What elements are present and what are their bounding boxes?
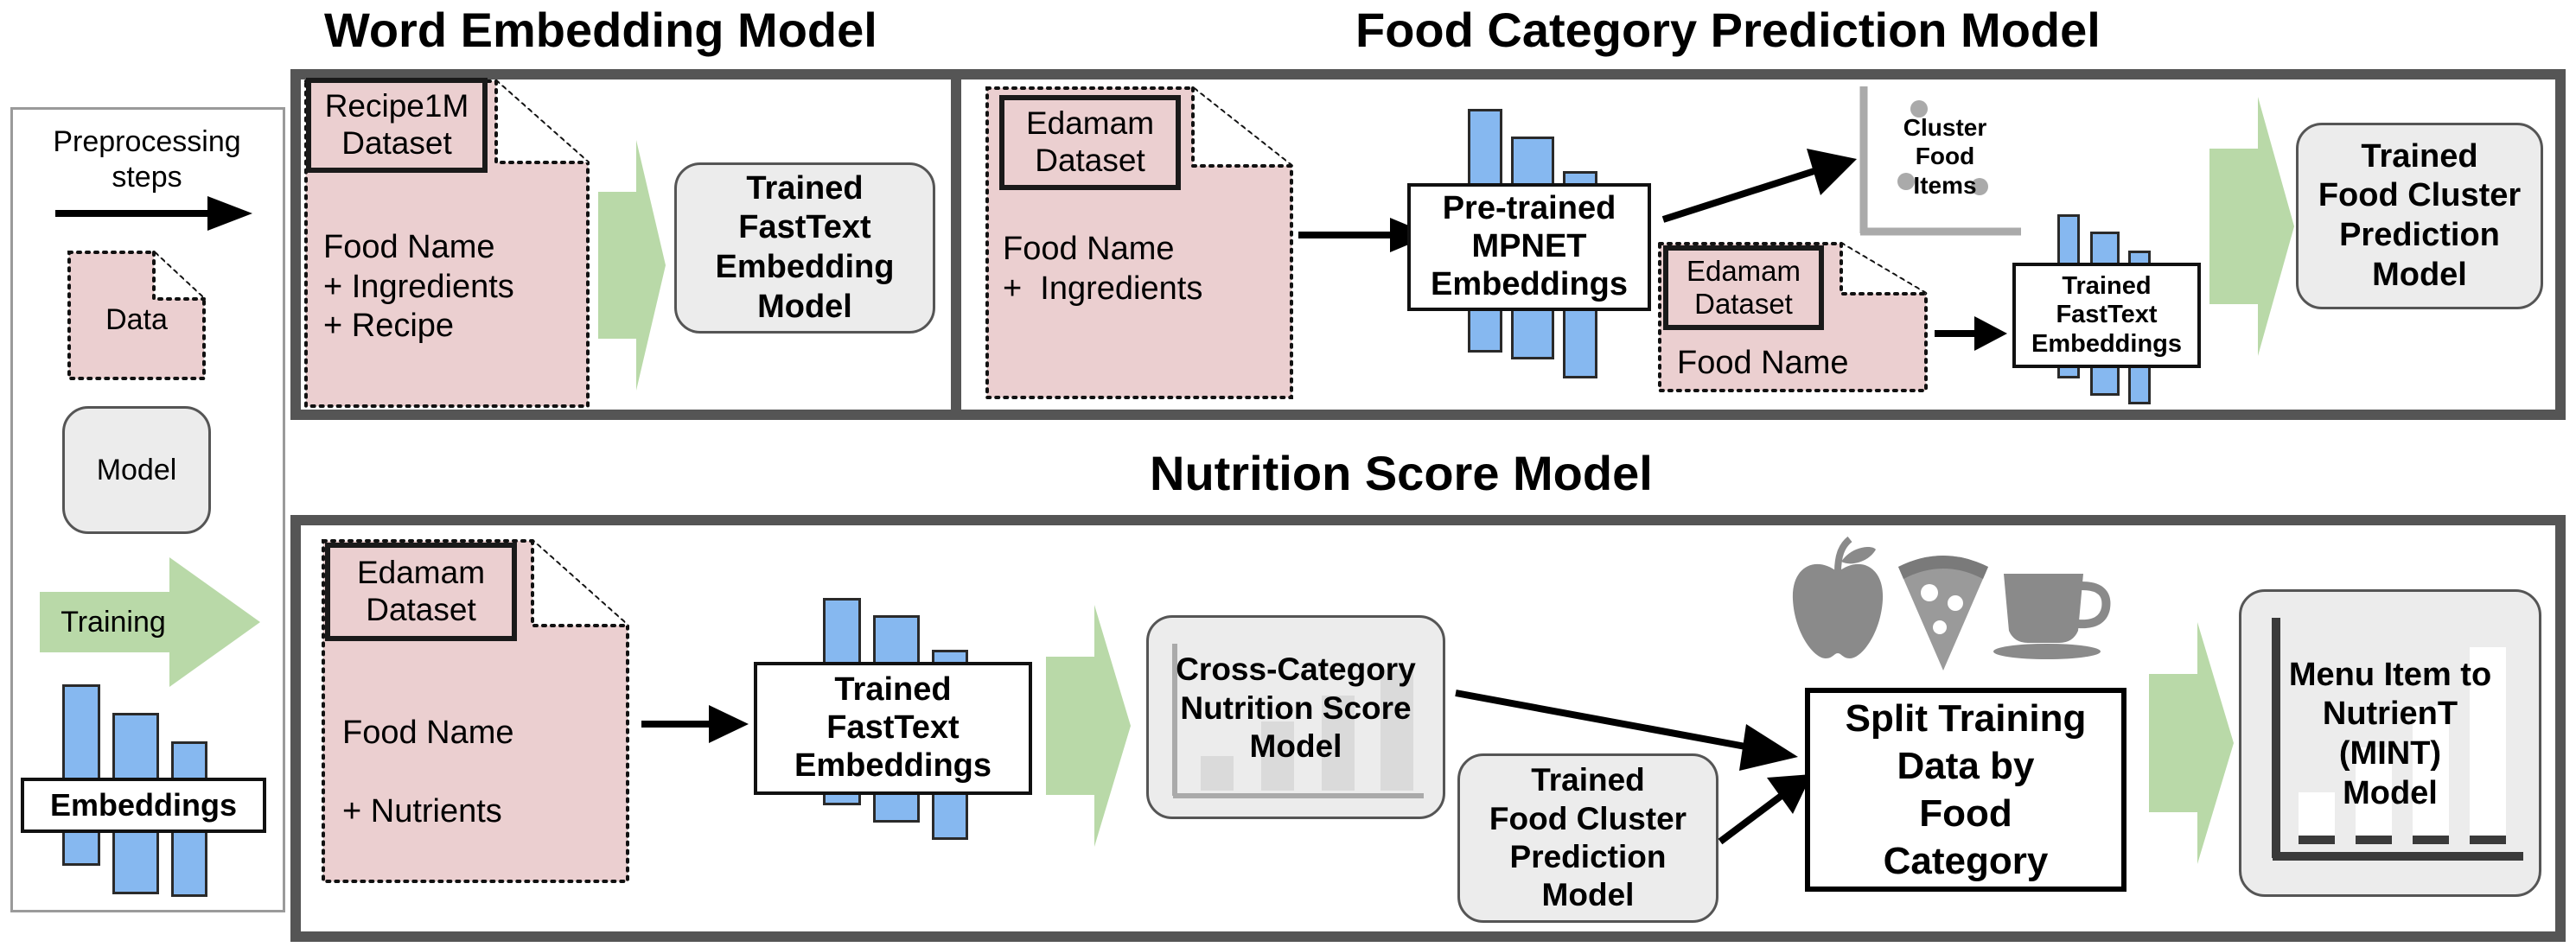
arrow-data3-to-fasttext [640, 703, 752, 747]
cluster-food-items-label: Cluster Food Items [1903, 113, 1987, 199]
edamam-dataset-label-2: Edamam Dataset [1663, 245, 1824, 330]
legend-embeddings-label: Embeddings [21, 778, 266, 833]
food-category-title: Food Category Prediction Model [1355, 3, 2101, 57]
cross-category-model-label: Cross-Category Nutrition Score Model [1176, 651, 1416, 765]
pretrained-mpnet-embeddings: Pre-trained MPNET Embeddings [1407, 183, 1651, 311]
trained-fasttext-embeddings-bottom: Trained FastText Embeddings [754, 662, 1032, 795]
trained-fasttext-embeddings-top: Trained FastText Embeddings [2012, 263, 2201, 368]
edamam-fields-3: Food Name + Nutrients [342, 715, 514, 830]
legend-data-icon [67, 251, 206, 380]
legend-training-arrow [40, 557, 265, 687]
cross-category-model-card [1146, 615, 1445, 819]
trained-food-cluster-prediction-model-bottom: Trained Food Cluster Prediction Model [1457, 753, 1718, 923]
word-embedding-title: Word Embedding Model [324, 3, 877, 57]
legend-embedding-bar-1 [62, 684, 100, 866]
legend-model-label: Model [62, 406, 211, 534]
trained-food-cluster-prediction-model-top: Trained Food Cluster Prediction Model [2296, 123, 2543, 309]
apple-icon [1789, 536, 1886, 660]
edamam-dataset-label-1: Edamam Dataset [999, 95, 1181, 190]
food-category-training-arrow [2209, 97, 2296, 356]
nutrition-training-arrow [1046, 605, 1132, 847]
top-panel-frame [290, 69, 2566, 420]
legend-data-label: Data [105, 302, 168, 336]
edamam-dataset-label-3: Edamam Dataset [325, 543, 517, 641]
cluster-scatter-icon [1859, 83, 2023, 238]
mint-model-card [2239, 589, 2541, 897]
trained-fasttext-embedding-model: Trained FastText Embedding Model [674, 162, 935, 334]
legend-training-label: Training [61, 605, 166, 639]
nutrition-score-title: Nutrition Score Model [1150, 446, 1653, 500]
top-panel-divider [951, 69, 961, 420]
edamam-fields-1: Food Name + Ingredients [1003, 231, 1203, 307]
coffee-cup-icon [1993, 570, 2114, 660]
legend-preprocessing-label: Preprocessing steps [53, 125, 241, 194]
recipe1m-dataset-label: Recipe1M Dataset [306, 78, 488, 173]
bottom-panel-frame [290, 515, 2566, 942]
legend-preprocessing-arrow [52, 192, 259, 235]
arrow-cluster-to-split [1717, 769, 1820, 855]
arrow-cross-to-split [1452, 683, 1815, 847]
arrow-mpnet-to-cluster [1660, 147, 1867, 233]
arrow-data2-to-fasttext [1933, 315, 2011, 353]
mint-training-arrow [2149, 622, 2235, 864]
pizza-slice-icon [1895, 550, 1992, 672]
word-embedding-training-arrow [598, 140, 667, 391]
recipe1m-fields: Food Name + Ingredients + Recipe [323, 229, 514, 345]
edamam-fields-2: Food Name [1677, 345, 1849, 381]
mint-model-label: Menu Item to NutrienT (MINT) Model [2288, 656, 2492, 811]
legend-panel [10, 107, 285, 912]
split-training-data-box: Split Training Data by Food Category [1805, 688, 2126, 892]
